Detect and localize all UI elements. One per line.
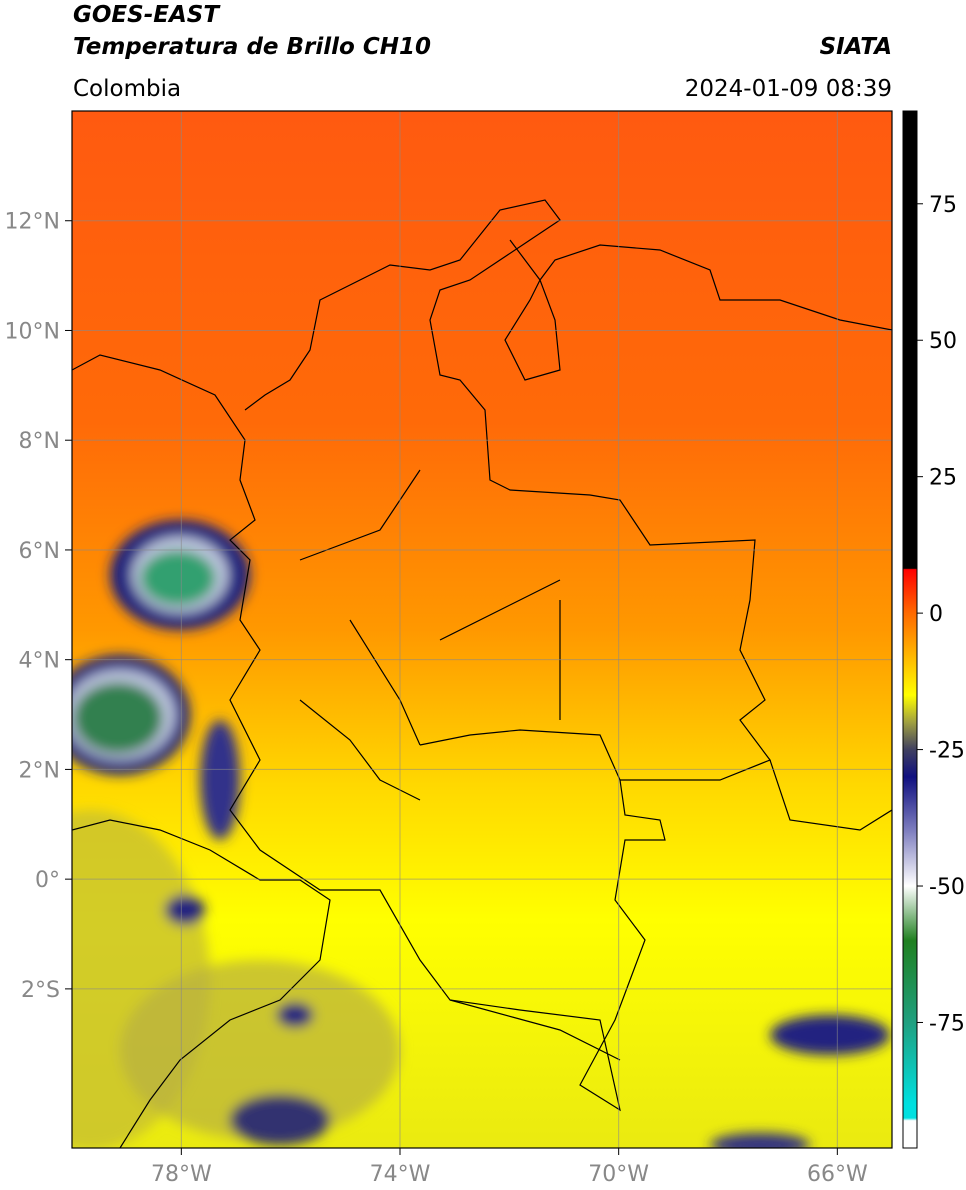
y-tick-label: 6°N <box>19 539 60 564</box>
grid <box>72 111 892 1148</box>
colorbar-tick-label: -25 <box>929 739 965 764</box>
y-tick-label: 12°N <box>5 210 60 235</box>
clouds <box>72 520 890 1148</box>
colorbar-tick-label: 75 <box>929 193 957 218</box>
map-image <box>72 111 892 1148</box>
map-frame <box>71 110 893 1149</box>
x-tick-label: 78°W <box>151 1162 212 1187</box>
x-tick-label: 66°W <box>807 1162 868 1187</box>
colorbar: 75 50 25 0 -25 -50 -75 <box>902 110 965 1149</box>
y-tick-label: 2°N <box>19 758 60 783</box>
x-tick-label: 74°W <box>370 1162 431 1187</box>
colorbar-tick-label: 50 <box>929 329 957 354</box>
colorbar-tick-label: 0 <box>929 602 943 627</box>
datetime: 2024-01-09 08:39 <box>685 76 892 102</box>
y-tick-label: 2°S <box>21 978 60 1003</box>
colorbar-tick-label: -75 <box>929 1011 965 1036</box>
colorbar-tick-label: 25 <box>929 466 957 491</box>
title: GOES-EAST <box>73 2 221 28</box>
source: SIATA <box>820 34 892 60</box>
y-tick-label: 4°N <box>19 649 60 674</box>
axes: 78°W 74°W 70°W 66°W 12°N 10°N 8°N 6°N 4°N 2°N 0° 2°… <box>5 210 868 1187</box>
subtitle: Temperatura de Brillo CH10 <box>73 34 431 60</box>
colorbar-body <box>902 110 918 1149</box>
x-tick-label: 70°W <box>588 1162 649 1187</box>
y-tick-label: 0° <box>35 868 60 893</box>
region: Colombia <box>73 76 181 102</box>
y-tick-label: 8°N <box>19 429 60 454</box>
y-tick-label: 10°N <box>5 319 60 344</box>
colorbar-tick-label: -50 <box>929 875 965 900</box>
